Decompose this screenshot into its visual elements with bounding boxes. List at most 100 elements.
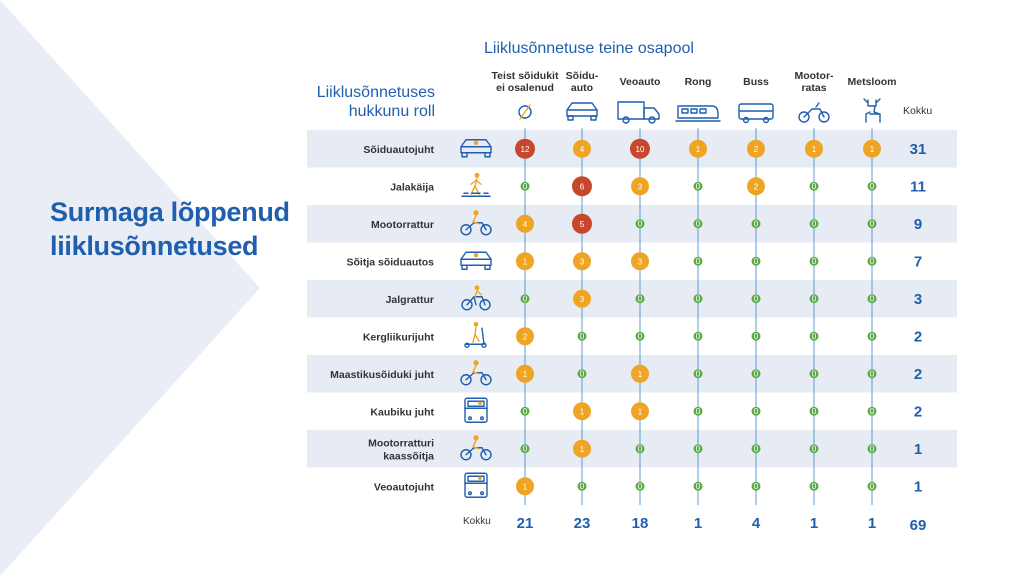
column-header-line: Veoauto bbox=[619, 76, 661, 88]
value-marker bbox=[867, 219, 877, 229]
row-band bbox=[307, 205, 957, 243]
value-label: 0 bbox=[870, 332, 875, 341]
value-marker bbox=[867, 369, 877, 379]
value-marker bbox=[693, 256, 703, 266]
value-label: 1 bbox=[812, 145, 817, 154]
value-marker bbox=[751, 331, 761, 341]
value-marker bbox=[747, 139, 765, 158]
row-total: 2 bbox=[914, 328, 922, 345]
value-marker bbox=[516, 214, 534, 233]
value-marker bbox=[572, 213, 592, 234]
value-label: 0 bbox=[870, 257, 875, 266]
value-label: 2 bbox=[523, 332, 528, 341]
value-label: 3 bbox=[638, 182, 643, 191]
value-label: 0 bbox=[812, 407, 817, 416]
value-label: 6 bbox=[580, 182, 585, 191]
bus-icon bbox=[738, 103, 774, 124]
row-total: 7 bbox=[914, 253, 922, 270]
value-label: 1 bbox=[523, 257, 528, 266]
train-icon bbox=[675, 105, 721, 122]
value-label: 0 bbox=[696, 182, 701, 191]
value-marker bbox=[867, 181, 877, 191]
value-label: 3 bbox=[580, 295, 585, 304]
value-label: 0 bbox=[754, 257, 759, 266]
column-total: 4 bbox=[752, 515, 761, 532]
value-label: 2 bbox=[754, 182, 759, 191]
value-label: 0 bbox=[754, 294, 759, 303]
grand-total: 69 bbox=[910, 517, 927, 534]
row-total: 31 bbox=[910, 141, 927, 158]
value-marker bbox=[809, 256, 819, 266]
value-label: 0 bbox=[696, 444, 701, 453]
motorcycle-passenger-icon bbox=[460, 435, 492, 461]
compass-icon bbox=[518, 104, 532, 120]
value-marker bbox=[805, 139, 823, 158]
row-group-header-line-2: hukkunu roll bbox=[348, 103, 435, 120]
value-marker bbox=[631, 252, 649, 271]
truck-icon bbox=[617, 101, 660, 124]
row-group-header: Liiklusõnnetuses hukkunu roll bbox=[317, 83, 435, 121]
pedestrian-icon bbox=[461, 172, 491, 197]
value-marker bbox=[516, 364, 534, 383]
deer-icon bbox=[863, 98, 881, 123]
row-label: Sõiduautojuht bbox=[363, 144, 434, 156]
value-label: 0 bbox=[696, 219, 701, 228]
value-label: 0 bbox=[580, 369, 585, 378]
value-label: 4 bbox=[580, 145, 585, 154]
column-total: 21 bbox=[517, 515, 534, 532]
value-label: 0 bbox=[580, 482, 585, 491]
value-label: 0 bbox=[523, 407, 528, 416]
car-icon bbox=[566, 102, 598, 121]
value-label: 0 bbox=[754, 407, 759, 416]
page-title-line-2: liiklusõnnetused bbox=[50, 231, 259, 261]
value-marker bbox=[809, 219, 819, 229]
value-label: 0 bbox=[870, 482, 875, 491]
column-total: 1 bbox=[694, 515, 702, 532]
value-marker bbox=[693, 219, 703, 229]
column-header-5: Mootor-ratas bbox=[769, 70, 859, 94]
value-label: 0 bbox=[870, 444, 875, 453]
column-header-line: Teist sõidukit bbox=[491, 70, 559, 82]
value-marker bbox=[809, 331, 819, 341]
value-label: 1 bbox=[523, 370, 528, 379]
row-label: Mootorratturi bbox=[368, 437, 434, 449]
value-label: 0 bbox=[754, 332, 759, 341]
value-label: 1 bbox=[638, 370, 643, 379]
value-marker bbox=[751, 294, 761, 304]
column-header-6: Metsloom bbox=[827, 76, 917, 88]
value-marker bbox=[693, 181, 703, 191]
value-label: 0 bbox=[696, 407, 701, 416]
value-marker bbox=[751, 256, 761, 266]
value-label: 12 bbox=[521, 145, 530, 154]
total-row-label: Kokku bbox=[463, 516, 491, 527]
row-label: kaassõitja bbox=[383, 450, 434, 462]
value-marker bbox=[635, 331, 645, 341]
truck-driver-icon bbox=[464, 472, 488, 498]
value-label: 0 bbox=[870, 369, 875, 378]
value-marker bbox=[515, 138, 535, 159]
value-label: 4 bbox=[523, 220, 528, 229]
background-triangle bbox=[0, 0, 260, 576]
value-label: 0 bbox=[754, 482, 759, 491]
value-marker bbox=[809, 444, 819, 454]
value-label: 0 bbox=[812, 219, 817, 228]
value-label: 1 bbox=[696, 145, 701, 154]
value-marker bbox=[635, 219, 645, 229]
motorcyclist-icon bbox=[460, 210, 492, 236]
atv-icon bbox=[460, 360, 492, 386]
value-marker bbox=[693, 294, 703, 304]
value-marker bbox=[516, 477, 534, 496]
value-label: 0 bbox=[638, 294, 643, 303]
value-label: 1 bbox=[638, 407, 643, 416]
value-label: 0 bbox=[696, 257, 701, 266]
value-label: 0 bbox=[696, 332, 701, 341]
value-label: 0 bbox=[754, 369, 759, 378]
row-label: Kaubiku juht bbox=[370, 406, 434, 418]
value-marker bbox=[809, 406, 819, 416]
row-label: Jalakäija bbox=[390, 181, 434, 193]
value-marker bbox=[520, 294, 530, 304]
value-label: 0 bbox=[638, 482, 643, 491]
value-marker bbox=[573, 252, 591, 271]
value-marker bbox=[867, 444, 877, 454]
